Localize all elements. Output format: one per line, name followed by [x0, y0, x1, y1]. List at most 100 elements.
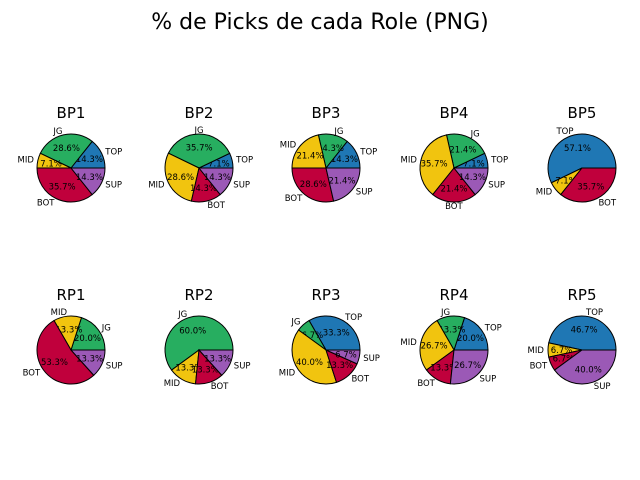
pie-slice-mid: [291, 134, 327, 169]
slice-category-label: BOT: [211, 382, 229, 392]
slice-category-label: SUP: [356, 188, 373, 198]
slice-category-label: TOP: [359, 148, 377, 158]
slice-percent-label: 40.0%: [575, 365, 602, 375]
slice-percent-label: 35.7%: [186, 144, 213, 154]
slice-category-label: BOT: [445, 202, 463, 212]
slice-percent-label: 26.7%: [421, 342, 448, 352]
slice-percent-label: 60.0%: [179, 327, 206, 337]
slice-category-label: SUP: [234, 362, 251, 372]
slice-percent-label: 14.3%: [190, 184, 217, 194]
pie-slice-sup: [69, 167, 106, 196]
pie-slice-top: [453, 317, 489, 351]
slice-percent-label: 7.1%: [208, 160, 230, 170]
pie-bp3: BP3TOP14.3%JG14.3%MID21.4%BOT28.6%SUP21.…: [280, 104, 378, 204]
slice-category-label: TOP: [235, 156, 253, 166]
pie-slice-jg: [167, 133, 231, 169]
slice-category-label: JG: [194, 126, 204, 136]
slice-category-label: SUP: [106, 362, 123, 372]
slice-percent-label: 35.7%: [577, 182, 604, 192]
slice-percent-label: 57.1%: [564, 144, 591, 154]
slice-category-label: MID: [164, 379, 181, 389]
chart-title: % de Picks de cada Role (PNG): [151, 10, 488, 35]
slice-percent-label: 7.1%: [555, 177, 577, 187]
pie-slice-sup: [197, 167, 234, 196]
pie-slice-bot: [291, 167, 335, 203]
slice-percent-label: 28.6%: [300, 180, 327, 190]
slice-percent-label: 6.7%: [335, 350, 357, 360]
slice-category-label: BOT: [417, 379, 435, 389]
slice-category-label: SUP: [105, 181, 122, 191]
slice-category-label: JG: [333, 127, 343, 137]
pie-slice-mid: [419, 134, 455, 196]
slice-percent-label: 26.7%: [454, 361, 481, 371]
slice-percent-label: 13.3%: [175, 364, 202, 374]
pie-slice-jg: [445, 133, 486, 169]
slice-percent-label: 20.0%: [457, 334, 484, 344]
slice-category-label: SUP: [594, 382, 611, 392]
slice-percent-label: 53.3%: [41, 358, 68, 368]
pie-slice-top: [548, 315, 617, 351]
slice-category-label: MID: [148, 180, 165, 190]
slice-category-label: JG: [101, 324, 111, 334]
slice-percent-label: 21.4%: [296, 151, 323, 161]
slice-percent-label: 7.1%: [40, 160, 62, 170]
slice-category-label: JG: [440, 308, 450, 318]
slice-percent-label: 28.6%: [167, 173, 194, 183]
slice-percent-label: 14.3%: [76, 155, 103, 165]
slice-category-label: BOT: [352, 374, 370, 384]
slice-percent-label: 6.7%: [553, 354, 575, 364]
slice-percent-label: 40.0%: [296, 358, 323, 368]
slice-category-label: MID: [51, 308, 68, 318]
pie-title: BP5: [568, 104, 597, 122]
slice-category-label: TOP: [104, 148, 122, 158]
pie-bp4: BP4 TOP 7.1% JG 21.4% MID 35.7% BOT 21.4% SUP14.3…: [401, 104, 509, 212]
pie-slice-mid: [419, 319, 455, 371]
slice-percent-label: 35.7%: [421, 159, 448, 169]
slice-category-label: TOP: [555, 127, 573, 137]
pie-title: BP3: [312, 104, 341, 122]
pie-title: BP1: [57, 104, 86, 122]
slice-percent-label: 13.3%: [55, 326, 82, 336]
slice-category-label: SUP: [488, 181, 505, 191]
pie-title: BP2: [185, 104, 214, 122]
slice-percent-label: 13.3%: [430, 364, 457, 374]
slice-category-label: JG: [52, 127, 62, 137]
pie-title: RP3: [311, 286, 340, 304]
pie-slice-mid: [291, 329, 338, 385]
slice-category-label: BOT: [23, 368, 41, 378]
slice-percent-label: 33.3%: [323, 328, 350, 338]
slice-percent-label: 14.3%: [76, 173, 103, 183]
slice-percent-label: 20.0%: [74, 334, 101, 344]
pie-slice-jg: [164, 315, 234, 371]
slice-percent-label: 7.1%: [463, 160, 485, 170]
slice-category-label: BOT: [37, 198, 55, 208]
slice-percent-label: 13.3%: [76, 354, 103, 364]
pie-slice-mid: [164, 152, 200, 202]
pie-title: RP4: [439, 286, 468, 304]
slice-category-label: SUP: [233, 181, 250, 191]
pie-slice-bot: [36, 319, 95, 385]
slice-category-label: TOP: [490, 156, 508, 166]
slice-category-label: MID: [280, 140, 297, 150]
pie-slice-sup: [553, 349, 617, 385]
slice-category-label: TOP: [344, 313, 362, 323]
pie-slice-sup: [325, 167, 361, 202]
slice-category-label: MID: [401, 156, 418, 166]
slice-percent-label: 21.4%: [440, 184, 467, 194]
slice-percent-label: 21.4%: [449, 146, 476, 156]
slice-category-label: SUP: [363, 354, 380, 364]
pie-slice-bot: [560, 167, 617, 203]
pie-slice-jg: [70, 317, 106, 351]
pie-slice-sup: [449, 349, 489, 385]
pie-slice-sup: [325, 349, 361, 365]
slice-category-label: BOT: [285, 194, 303, 204]
slice-percent-label: 14.3%: [204, 173, 231, 183]
